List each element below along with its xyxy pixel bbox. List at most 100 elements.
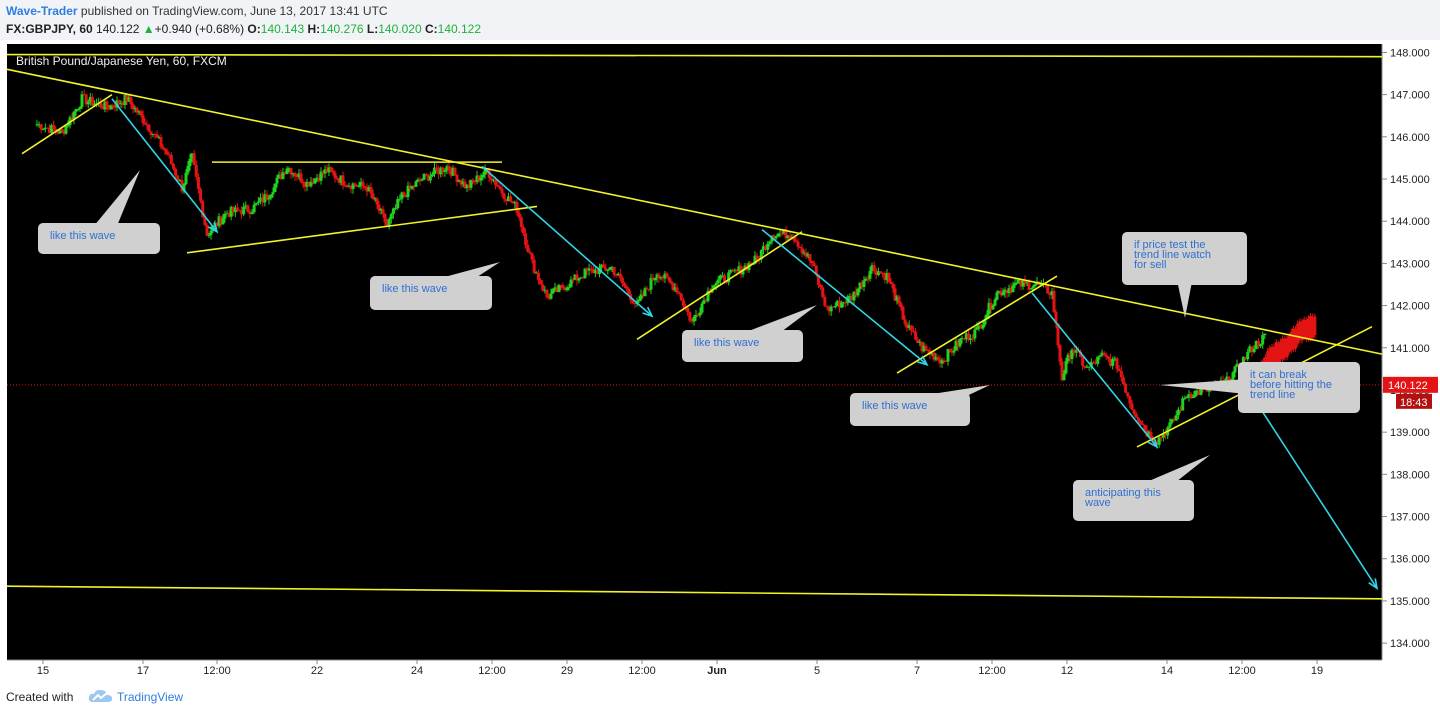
y-tick-label: 143.000 xyxy=(1390,258,1430,270)
y-tick-label: 136.000 xyxy=(1390,554,1430,566)
candle-body xyxy=(645,288,649,290)
candle-body xyxy=(743,265,747,271)
candle-body xyxy=(1248,346,1252,353)
candle-body xyxy=(496,185,500,187)
tradingview-link[interactable]: TradingView xyxy=(117,690,184,704)
x-tick-label: Jun xyxy=(707,665,727,677)
candle-body xyxy=(663,273,667,279)
candle-body xyxy=(1256,341,1260,347)
y-tick-label: 139.000 xyxy=(1390,427,1430,439)
author-link[interactable]: Wave-Trader xyxy=(6,4,78,18)
x-tick-label: 5 xyxy=(814,665,820,677)
candle-body xyxy=(1191,396,1195,398)
candle-body xyxy=(513,201,517,204)
y-tick-label: 145.000 xyxy=(1390,174,1430,186)
y-tick-label: 135.000 xyxy=(1390,596,1430,608)
time-axis[interactable] xyxy=(7,660,1382,680)
wave-arrow-line xyxy=(1246,387,1378,589)
candle-body xyxy=(1121,377,1125,385)
candle-body xyxy=(159,137,163,147)
y-tick-label: 142.000 xyxy=(1390,301,1430,313)
candle-body xyxy=(157,137,161,139)
candle-body xyxy=(567,287,571,289)
candle-body xyxy=(816,274,820,285)
candle-body xyxy=(569,279,573,288)
candle-body xyxy=(1185,396,1189,399)
candle-body xyxy=(1298,321,1302,340)
candle-body xyxy=(221,218,225,225)
candle-body xyxy=(337,178,341,183)
candle-body xyxy=(1176,409,1180,416)
candle-body xyxy=(1104,354,1108,357)
last-price-tag xyxy=(1383,376,1438,393)
candle-body xyxy=(723,275,726,282)
candle-body xyxy=(171,163,175,169)
candle-body xyxy=(86,101,90,105)
candle-body xyxy=(381,209,385,214)
candle-body xyxy=(131,104,135,110)
last-price-value: 140.122 xyxy=(96,22,140,36)
candle-body xyxy=(1062,373,1066,380)
candle-body xyxy=(677,292,681,294)
candle-body xyxy=(720,275,724,277)
candle-body xyxy=(223,213,227,219)
callout-box xyxy=(682,330,803,362)
price-axis[interactable] xyxy=(1382,44,1440,660)
candle-body xyxy=(196,177,200,189)
candle-body xyxy=(305,181,309,187)
candle-body xyxy=(983,319,987,325)
candle-body xyxy=(534,272,538,274)
candle-body xyxy=(398,198,402,200)
candle-body xyxy=(725,281,729,283)
candle-body xyxy=(209,230,213,235)
candle-body xyxy=(1074,350,1078,353)
candle-body xyxy=(1197,390,1201,395)
wave-arrow-head xyxy=(642,306,654,318)
candle-body xyxy=(727,272,731,283)
candle-body xyxy=(1003,289,1007,293)
low-value: 140.020 xyxy=(378,22,422,36)
candle-body xyxy=(821,287,825,297)
candle-body xyxy=(1068,354,1072,359)
tradingview-cloud-icon[interactable] xyxy=(88,687,114,705)
candle-body xyxy=(199,188,203,201)
candle-body xyxy=(557,284,561,293)
candle-body xyxy=(201,200,205,218)
candle-body xyxy=(1136,417,1140,422)
footer: Created with TradingView xyxy=(0,680,1440,715)
candle-body xyxy=(242,206,246,215)
candle-body xyxy=(926,349,930,351)
candle-body xyxy=(229,206,233,217)
candle-body xyxy=(712,285,716,289)
candle-body xyxy=(768,241,772,244)
candle-body xyxy=(526,244,530,252)
candle-body xyxy=(1050,291,1054,296)
candle-body xyxy=(39,124,43,130)
candle-body xyxy=(1009,287,1013,292)
candle-body xyxy=(1151,438,1155,442)
candle-body xyxy=(515,201,519,213)
candle-body xyxy=(1289,331,1293,351)
candle-body xyxy=(1281,338,1285,360)
candle-body xyxy=(517,212,521,218)
wave-arrow-line xyxy=(111,98,218,233)
candle-body xyxy=(920,341,924,352)
candle-body xyxy=(956,340,960,347)
candle-body xyxy=(250,212,254,214)
candle-body xyxy=(946,349,950,362)
candle-body xyxy=(297,173,301,177)
candle-body xyxy=(528,251,532,254)
y-tick-label: 144.000 xyxy=(1390,216,1430,228)
candle-body xyxy=(1235,363,1239,367)
candle-body xyxy=(477,175,481,181)
publication-header: Wave-Trader published on TradingView.com… xyxy=(0,0,1440,40)
candle-body xyxy=(285,168,289,175)
candle-body xyxy=(299,173,303,183)
candle-body xyxy=(952,350,956,353)
candle-body xyxy=(54,128,58,132)
candle-body xyxy=(192,153,196,165)
y-tick-label: 148.000 xyxy=(1390,47,1430,59)
candle-body xyxy=(1263,333,1267,336)
candle-body xyxy=(1005,289,1009,294)
